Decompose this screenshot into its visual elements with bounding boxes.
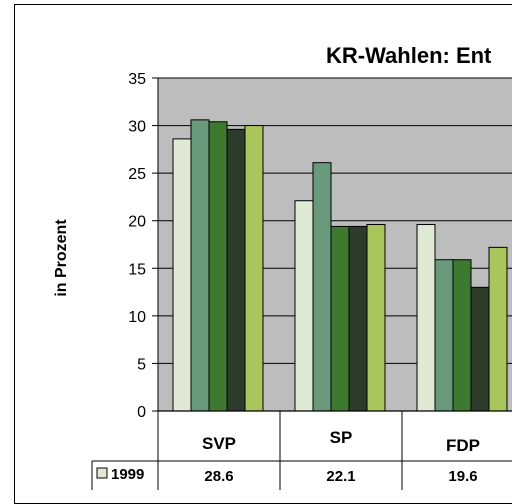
table-cell: 22.1 <box>326 468 355 485</box>
bar <box>452 259 472 412</box>
table-row-label: 1999 <box>111 466 144 483</box>
table-cell: 28.6 <box>204 468 233 485</box>
bar <box>366 224 386 412</box>
bar <box>348 225 368 412</box>
table-cell: 19.6 <box>448 468 477 485</box>
bar <box>226 128 246 412</box>
bar <box>312 162 332 412</box>
bar <box>434 259 454 412</box>
y-tick-label: 0 <box>137 404 146 421</box>
bar <box>470 286 490 412</box>
y-tick-label: 15 <box>128 261 146 278</box>
y-tick-label: 5 <box>137 356 146 373</box>
category-label: FDP <box>446 436 480 455</box>
bar <box>488 246 508 412</box>
bar <box>244 125 264 412</box>
bar <box>330 225 350 412</box>
y-tick-label: 10 <box>128 309 146 326</box>
bar <box>416 224 436 412</box>
chart-title: KR-Wahlen: Ent <box>326 43 492 68</box>
bar <box>190 119 210 412</box>
category-label: SP <box>330 428 353 447</box>
legend-swatch <box>96 467 108 479</box>
y-tick-label: 35 <box>128 71 146 88</box>
y-tick-label: 20 <box>128 214 146 231</box>
bar <box>294 200 314 412</box>
bar-chart: 0 5 10 15 20 25 30 35 SVP SP FDP 1999 28.6 22.1 19.6 in… <box>53 43 512 490</box>
y-axis-title: in Prozent <box>53 219 70 297</box>
y-tick-label: 30 <box>128 119 146 136</box>
bar <box>208 121 228 412</box>
category-label: SVP <box>202 434 236 453</box>
bar <box>172 138 192 412</box>
y-tick-label: 25 <box>128 166 146 183</box>
